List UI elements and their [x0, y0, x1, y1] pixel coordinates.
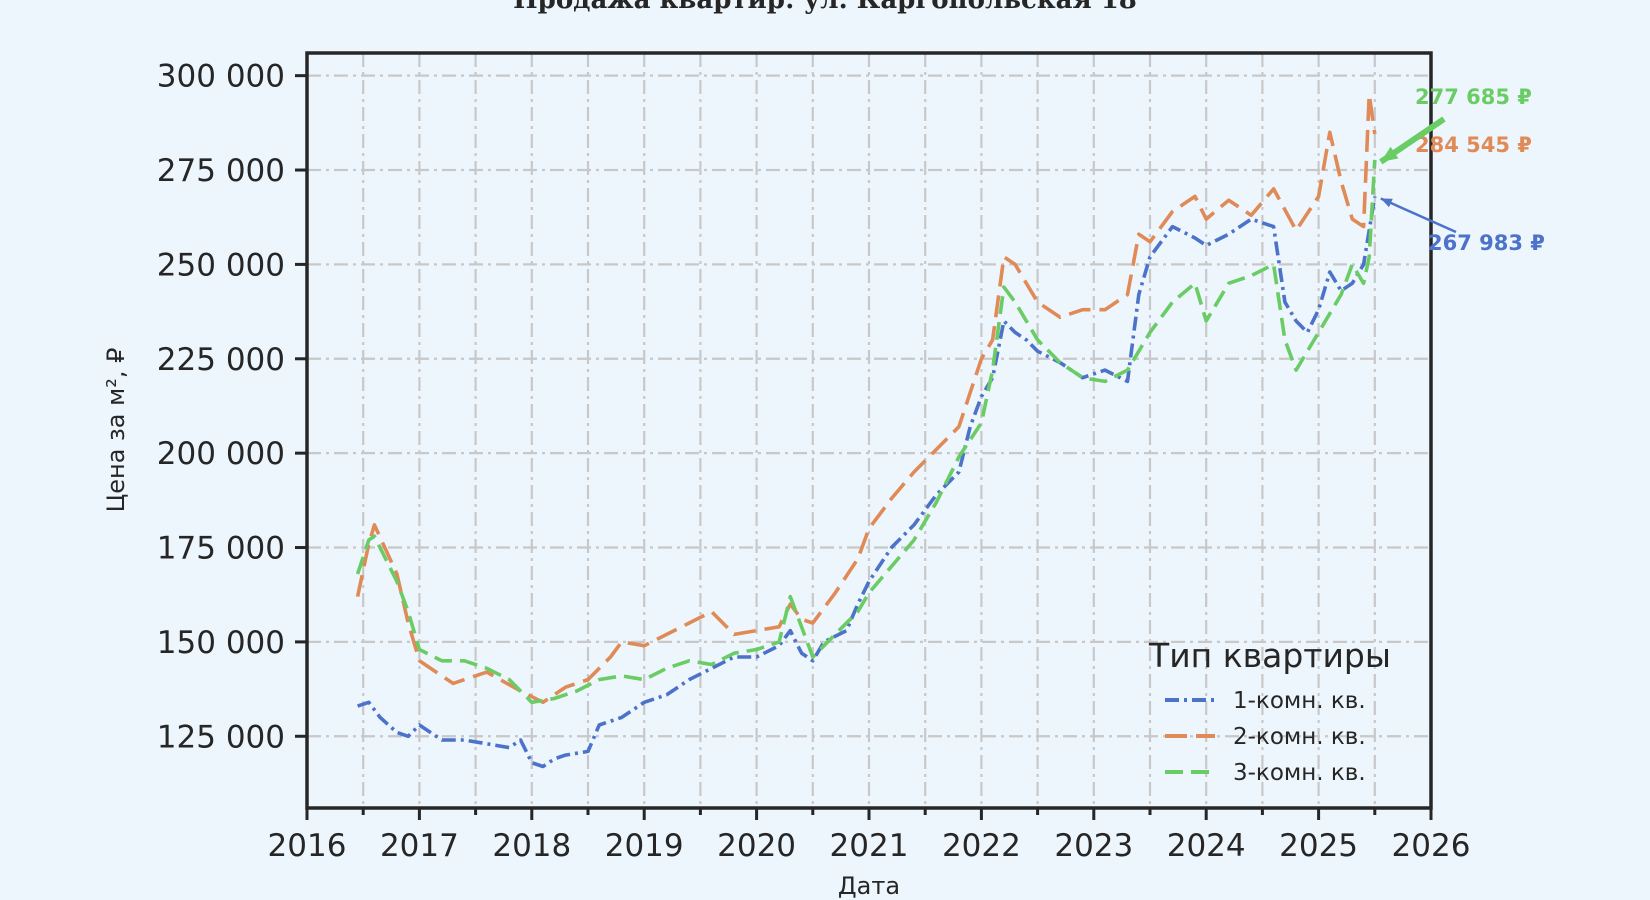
x-tick-label: 2022: [942, 828, 1021, 864]
series-line-3: [355, 159, 1377, 705]
x-tick-label: 2026: [1392, 828, 1471, 864]
x-tick-label: 2019: [605, 828, 684, 864]
end-value-label: 267 983 ₽: [1428, 231, 1545, 255]
annotation-arrowhead: [1380, 146, 1399, 162]
legend-entry-label: 3-комн. кв.: [1233, 760, 1366, 786]
x-axis: 2016 2017 2018 2019 2020 2021 2022 2023 2024 2025…: [268, 808, 1471, 864]
y-axis: 125 000 150 000 175 000 200 000 225 000 250 0…: [157, 59, 307, 755]
series-line-2: [355, 92, 1377, 705]
annotation-arrow: [1380, 197, 1457, 234]
legend-entry-label: 2-комн. кв.: [1233, 724, 1366, 750]
grid: [305, 53, 1433, 808]
y-tick-label: 250 000: [157, 247, 285, 283]
y-tick-label: 200 000: [157, 436, 285, 472]
y-tick-label: 225 000: [157, 342, 285, 378]
y-tick-label: 300 000: [157, 59, 285, 95]
legend-title: Тип квартиры: [1148, 636, 1391, 675]
x-tick-label: 2018: [492, 828, 571, 864]
y-tick-label: 150 000: [157, 625, 285, 661]
x-tick-label: 2025: [1279, 828, 1358, 864]
y-tick-label: 175 000: [157, 531, 285, 567]
end-value-label: 277 685 ₽: [1415, 85, 1532, 109]
x-tick-label: 2016: [268, 828, 347, 864]
y-axis-label: Цена за м², ₽: [102, 348, 130, 513]
end-value-label: 284 545 ₽: [1415, 133, 1532, 157]
chart-title: Продажа квартир: ул. Каргопольская 18: [513, 0, 1137, 15]
legend: Тип квартиры 1-комн. кв. 2-комн. кв. 3-комн…: [1148, 636, 1391, 786]
end-labels: 267 983 ₽ 284 545 ₽ 277 685 ₽: [1379, 85, 1545, 255]
series-line-1: [357, 196, 1377, 769]
annotation-arrowhead: [1380, 198, 1393, 208]
x-tick-label: 2024: [1167, 828, 1246, 864]
x-tick-label: 2023: [1054, 828, 1133, 864]
legend-entry-label: 1-комн. кв.: [1233, 688, 1366, 714]
series-lines: [355, 92, 1377, 769]
y-tick-label: 275 000: [157, 153, 285, 189]
x-tick-label: 2021: [830, 828, 909, 864]
y-tick-label: 125 000: [157, 719, 285, 755]
x-tick-label: 2017: [380, 828, 459, 864]
x-tick-label: 2020: [717, 828, 796, 864]
x-axis-label: Дата: [838, 872, 900, 900]
